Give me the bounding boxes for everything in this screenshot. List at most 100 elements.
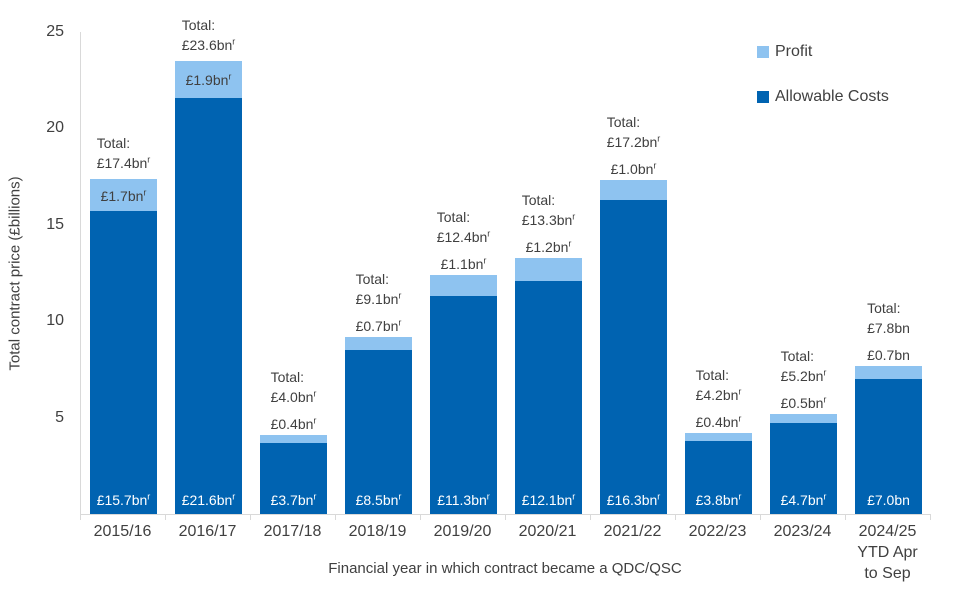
profit-label: £1.0bnr: [610, 160, 657, 178]
y-tick-label: 15: [46, 215, 64, 233]
stacked-bar: £4.7bnr: [770, 413, 837, 514]
stacked-bar: £8.5bnr: [345, 336, 412, 514]
legend: Profit Allowable Costs: [757, 43, 889, 134]
stacked-bar: £12.1bnr: [515, 257, 582, 514]
total-label: Total: £13.3bnr: [521, 191, 576, 228]
profit-segment: [770, 413, 837, 424]
total-label: Total: £12.4bnr: [436, 208, 491, 245]
legend-item-profit: Profit: [757, 43, 889, 60]
allowable-costs-label: £4.7bnr: [780, 491, 827, 508]
y-axis-title: Total contract price (£billions): [6, 175, 24, 371]
x-axis-tick: [845, 515, 846, 520]
bar-group: £11.3bnr £1.1bnr Total: £12.4bnr: [421, 32, 506, 514]
allowable-costs-swatch: [757, 91, 769, 103]
allowable-costs-segment: £12.1bnr: [515, 280, 582, 514]
x-tick-label: 2016/17: [178, 523, 237, 540]
x-axis-tick: [505, 515, 506, 520]
allowable-costs-segment: £3.8bnr: [685, 440, 752, 514]
total-label: Total: £5.2bnr: [780, 347, 827, 384]
x-axis-tick: [590, 515, 591, 520]
x-axis-tick: [760, 515, 761, 520]
total-label: Total: £17.4bnr: [96, 134, 151, 171]
profit-label: £0.4bnr: [695, 413, 742, 431]
profit-segment: [430, 274, 497, 297]
allowable-costs-label: £21.6bnr: [181, 491, 236, 508]
x-axis-tick: [80, 515, 81, 520]
bar-group: £3.7bnr £0.4bnr Total: £4.0bnr: [251, 32, 336, 514]
profit-label: £0.7bn: [867, 346, 910, 363]
y-tick-label: 20: [46, 119, 64, 137]
allowable-costs-segment: £3.7bnr: [260, 442, 327, 514]
allowable-costs-label: £15.7bnr: [96, 491, 151, 508]
profit-label: £1.7bnr: [100, 187, 147, 204]
allowable-costs-segment: £15.7bnr: [90, 211, 157, 514]
bar-group: £12.1bnr £1.2bnr Total: £13.3bnr: [506, 32, 591, 514]
y-tick-label: 5: [55, 408, 64, 426]
y-tick-label: 10: [46, 312, 64, 330]
profit-segment: [515, 257, 582, 281]
allowable-costs-label: £8.5bnr: [355, 491, 402, 508]
bar-group: £4.7bnr £0.5bnr Total: £5.2bnr: [761, 32, 846, 514]
profit-segment: [260, 434, 327, 443]
allowable-costs-segment: £4.7bnr: [770, 423, 837, 514]
x-tick-label: 2024/25 YTD Apr to Sep: [857, 523, 918, 582]
allowable-costs-label: £12.1bnr: [521, 491, 576, 508]
x-tick-label: 2015/16: [93, 523, 152, 540]
bar-group: £8.5bnr £0.7bnr Total: £9.1bnr: [336, 32, 421, 514]
total-label: Total: £23.6bnr: [181, 16, 236, 53]
allowable-costs-segment: £21.6bnr: [175, 97, 242, 514]
allowable-costs-label: £3.7bnr: [270, 491, 317, 508]
x-axis-tick: [930, 515, 931, 520]
stacked-bar: £16.3bnr: [600, 180, 667, 514]
plot-area: £15.7bnr £1.7bnr Total: £17.4bnr £21.6bnr £1.…: [80, 17, 931, 515]
profit-segment: [175, 60, 242, 98]
total-label: Total: £4.0bnr: [270, 368, 317, 405]
total-label: Total: £17.2bnr: [606, 114, 661, 151]
profit-label: £0.5bnr: [780, 394, 827, 411]
stacked-bar: £15.7bnr: [90, 178, 157, 514]
y-axis-title-wrap: Total contract price (£billions): [2, 32, 28, 514]
allowable-costs-label: £16.3bnr: [606, 491, 661, 508]
allowable-costs-label: £11.3bnr: [437, 491, 490, 508]
stacked-bar: £21.6bnr: [175, 60, 242, 514]
allowable-costs-segment: £8.5bnr: [345, 350, 412, 514]
allowable-costs-segment: £7.0bn: [855, 379, 922, 514]
x-tick-label: 2018/19: [348, 523, 407, 540]
x-axis-tick: [165, 515, 166, 520]
x-tick-label: 2020/21: [518, 523, 577, 540]
stacked-bar: £11.3bnr: [430, 274, 497, 514]
allowable-costs-label: £3.8bnr: [695, 491, 742, 508]
x-tick-label: 2017/18: [263, 523, 322, 540]
profit-segment: [855, 365, 922, 380]
legend-label-profit: Profit: [775, 43, 813, 60]
profit-segment: [600, 180, 667, 200]
profit-label: £1.9bnr: [185, 71, 232, 89]
legend-label-allowable-costs: Allowable Costs: [775, 88, 889, 105]
bar-group: £16.3bnr £1.0bnr Total: £17.2bnr: [591, 32, 676, 514]
x-axis-tick: [335, 515, 336, 520]
profit-segment: [685, 433, 752, 441]
x-axis-title: Financial year in which contract became …: [328, 560, 682, 577]
stacked-bar: £3.8bnr: [685, 433, 752, 514]
bar-group: £3.8bnr £0.4bnr Total: £4.2bnr: [676, 32, 761, 514]
bar-group: £21.6bnr £1.9bnr Total: £23.6bnr: [166, 17, 251, 514]
profit-label: £1.1bnr: [440, 255, 487, 272]
profit-label: £0.4bnr: [270, 415, 317, 432]
total-label: Total: £9.1bnr: [355, 270, 402, 307]
total-label: Total: £7.8bn: [867, 299, 910, 336]
profit-segment: [345, 336, 412, 351]
x-axis-tick: [420, 515, 421, 520]
profit-segment: [90, 178, 157, 212]
x-tick-label: 2022/23: [688, 523, 747, 540]
x-tick-label: 2021/22: [603, 523, 662, 540]
bar-group: £7.0bn £0.7bn Total: £7.8bn: [846, 32, 931, 514]
stacked-bar: £7.0bn: [855, 365, 922, 514]
x-tick-label: 2019/20: [433, 523, 492, 540]
y-tick-label: 25: [46, 23, 64, 40]
x-axis-tick: [675, 515, 676, 520]
bar-group: £15.7bnr £1.7bnr Total: £17.4bnr: [81, 32, 166, 514]
profit-swatch: [757, 46, 769, 58]
allowable-costs-segment: £16.3bnr: [600, 199, 667, 514]
legend-item-allowable-costs: Allowable Costs: [757, 88, 889, 105]
